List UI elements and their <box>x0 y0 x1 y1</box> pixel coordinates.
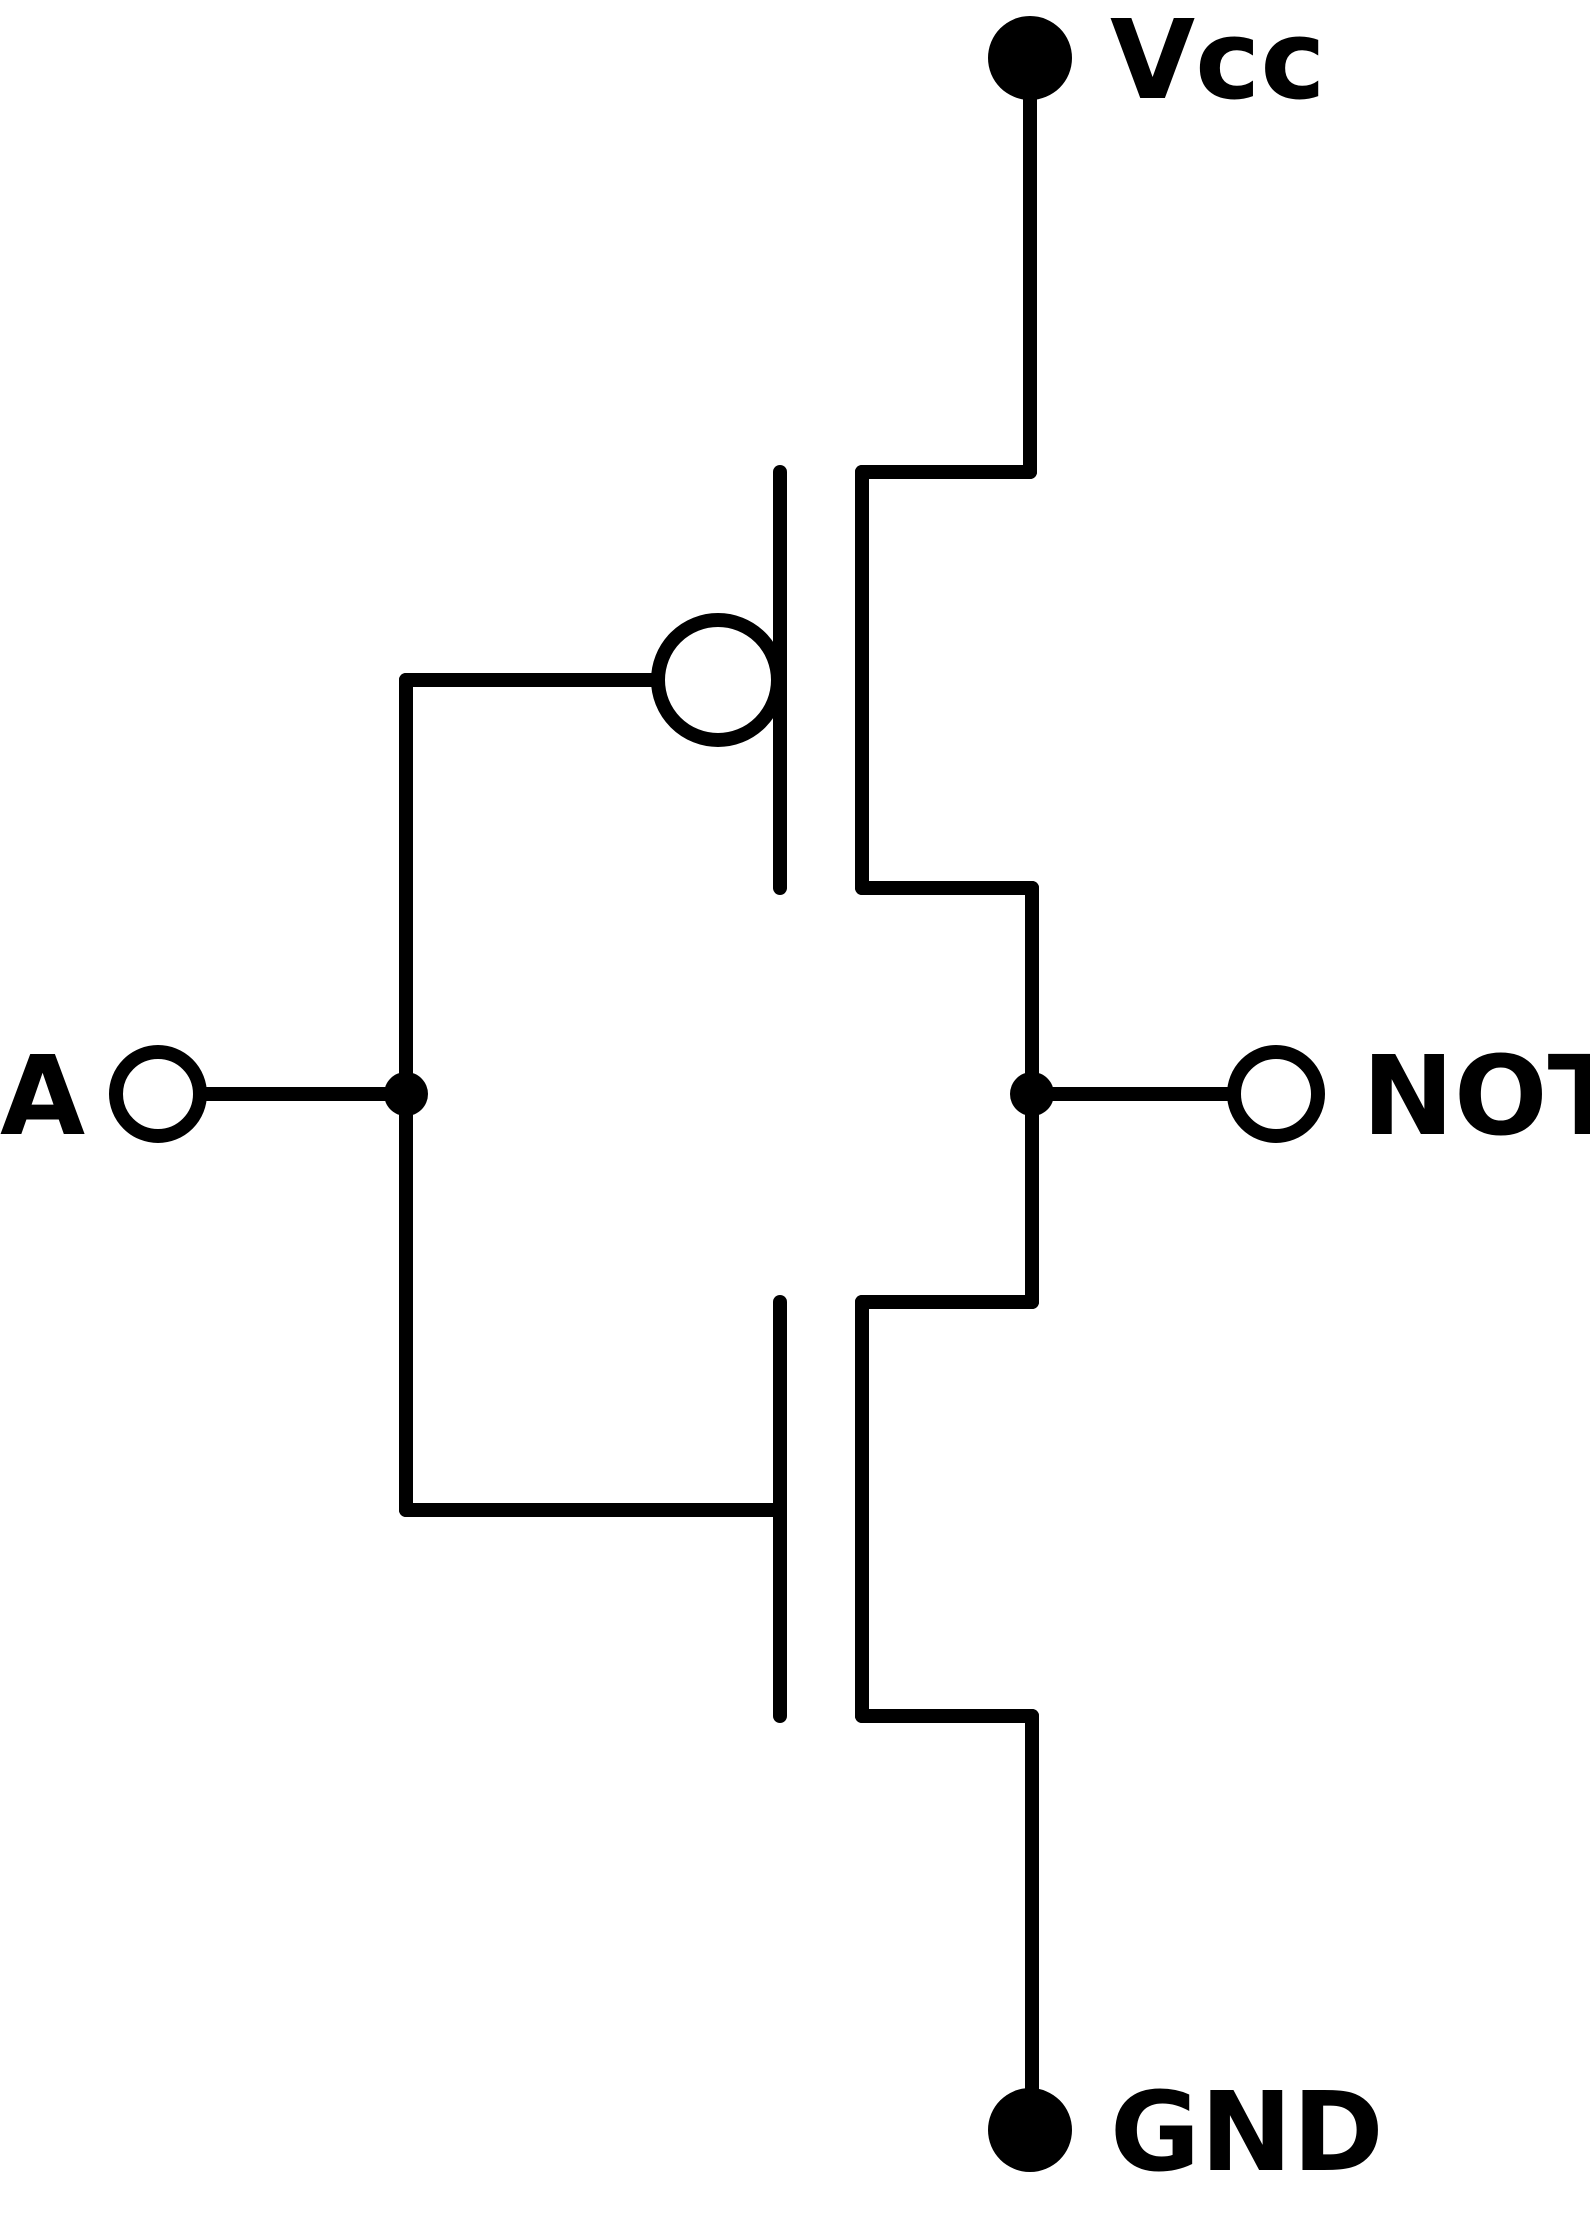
vcc-label: Vcc <box>1110 0 1326 124</box>
gnd-terminal <box>988 2088 1072 2172</box>
input-terminal <box>109 1045 207 1143</box>
nmos-transistor <box>773 1295 869 1723</box>
input-label: A <box>0 1032 85 1160</box>
input-junction <box>384 1072 428 1116</box>
pmos-drain-wire <box>855 881 1039 1309</box>
output-junction <box>1010 1072 1054 1116</box>
vcc-rail <box>855 53 1037 479</box>
output-label: NOT <box>1362 1032 1590 1160</box>
gnd-label: GND <box>1110 2068 1384 2196</box>
output-terminal <box>1227 1045 1325 1143</box>
gnd-rail <box>855 1709 1039 2137</box>
pmos-gate-bubble <box>651 613 785 747</box>
input-gate-wiring <box>199 673 787 1517</box>
pmos-transistor <box>651 465 869 895</box>
vcc-terminal <box>988 16 1072 100</box>
